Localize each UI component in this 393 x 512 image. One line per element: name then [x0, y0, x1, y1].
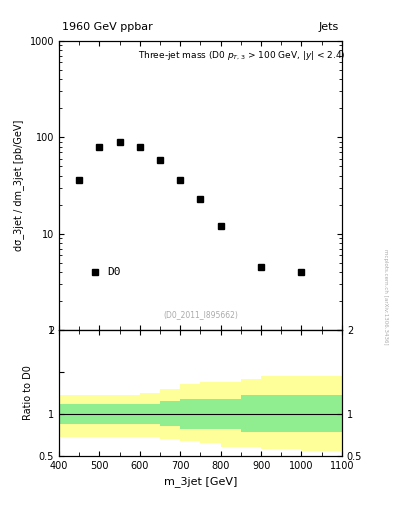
Text: mcplots.cern.ch [arXiv:1306.3436]: mcplots.cern.ch [arXiv:1306.3436]: [383, 249, 388, 345]
Y-axis label: Ratio to D0: Ratio to D0: [23, 366, 33, 420]
Text: (D0_2011_I895662): (D0_2011_I895662): [163, 310, 238, 319]
Text: D0: D0: [107, 267, 121, 277]
Text: Three-jet mass (D0 $p_{T,3}$ > 100 GeV, $|y|$ < 2.4): Three-jet mass (D0 $p_{T,3}$ > 100 GeV, …: [138, 50, 346, 62]
Text: 1960 GeV ppbar: 1960 GeV ppbar: [62, 23, 152, 32]
X-axis label: m_3jet [GeV]: m_3jet [GeV]: [164, 476, 237, 487]
Text: Jets: Jets: [319, 23, 339, 32]
Y-axis label: dσ_3jet / dm_3jet [pb/GeV]: dσ_3jet / dm_3jet [pb/GeV]: [13, 120, 24, 251]
